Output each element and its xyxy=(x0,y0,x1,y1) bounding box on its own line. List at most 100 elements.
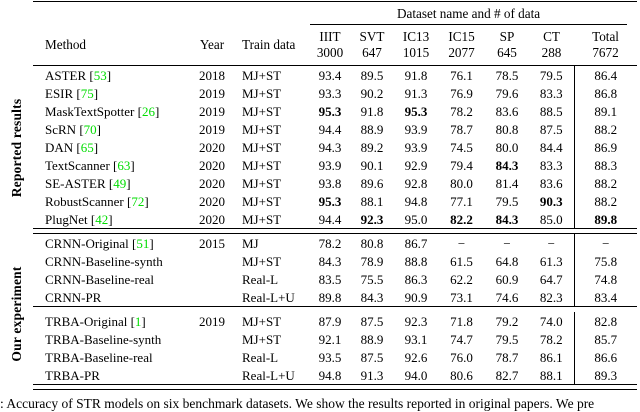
table-caption: : Accuracy of STR models on six benchmar… xyxy=(0,396,595,411)
value-cell: 95.3 xyxy=(318,103,342,119)
value-cell: 62.2 xyxy=(450,271,473,287)
value-cell: 93.9 xyxy=(318,157,342,173)
value-cell: 94.8 xyxy=(404,193,428,209)
total-value-cell: 86.8 xyxy=(573,84,638,102)
citation-link[interactable]: 63 xyxy=(117,157,131,173)
total-value-cell: 88.2 xyxy=(573,192,638,210)
value-cell: 93.5 xyxy=(318,349,342,365)
value-cell: 79.5 xyxy=(495,331,519,347)
train-data-cell: Real-L+U xyxy=(242,289,295,305)
citation-link[interactable]: 26 xyxy=(141,103,155,119)
citation-link[interactable]: 70 xyxy=(83,121,97,137)
citation-link[interactable]: 65 xyxy=(80,139,94,155)
table-row: ESIR [75] 2019 MJ+ST 93.3 90.2 91.3 76.9 79.6 83… xyxy=(33,84,638,102)
citation-link[interactable]: 53 xyxy=(93,67,107,83)
year-cell xyxy=(188,348,236,366)
value-cell: 78.7 xyxy=(495,349,519,365)
value-cell: 73.1 xyxy=(450,289,473,305)
total-value-cell: − xyxy=(573,233,638,252)
results-table: Dataset name and # of data Method Year T… xyxy=(33,1,638,390)
citation-link[interactable]: 42 xyxy=(95,211,109,227)
value-cell: 87.9 xyxy=(318,313,342,329)
value-cell: 78.2 xyxy=(539,331,563,347)
section-separator-rule xyxy=(33,228,638,234)
year-cell: 2015 xyxy=(199,235,225,251)
value-cell: 79.4 xyxy=(450,157,473,173)
method-cell: DAN [65] xyxy=(45,139,99,155)
year-cell: 2019 xyxy=(199,85,225,101)
value-cell: 90.3 xyxy=(539,193,563,209)
year-cell: 2019 xyxy=(199,121,225,137)
value-cell: 80.8 xyxy=(495,121,519,137)
value-cell: 64.7 xyxy=(539,271,563,287)
year-cell: 2020 xyxy=(199,175,225,191)
value-cell: 64.8 xyxy=(495,253,519,269)
year-cell: 2020 xyxy=(199,211,225,227)
citation-link[interactable]: 49 xyxy=(113,175,127,191)
value-cell: 80.0 xyxy=(495,139,519,155)
citation-link[interactable]: 75 xyxy=(80,85,94,101)
column-header-iiit: IIIT 3000 xyxy=(316,28,344,61)
table-row: TRBA-Original [1] 2019 MJ+ST 87.9 87.5 92.3 71… xyxy=(33,312,638,330)
table-row: CRNN-Baseline-real Real-L 83.5 75.5 86.3 62.2… xyxy=(33,270,638,288)
train-data-cell: MJ+ST xyxy=(242,103,282,119)
value-cell: 82.2 xyxy=(450,211,473,227)
value-cell: 71.8 xyxy=(450,313,473,329)
method-cell: TRBA-Original [1] xyxy=(45,313,146,329)
citation-link[interactable]: 51 xyxy=(136,235,150,251)
value-cell: 78.2 xyxy=(450,103,473,119)
method-cell: ESIR [75] xyxy=(45,85,99,101)
value-cell: 76.1 xyxy=(450,67,473,83)
year-cell xyxy=(188,366,236,385)
value-cell: 82.7 xyxy=(495,367,519,383)
value-cell: 61.5 xyxy=(450,253,473,269)
value-cell: 84.3 xyxy=(318,253,342,269)
train-data-cell: Real-L+U xyxy=(242,367,295,383)
table-row: TRBA-Baseline-real Real-L 93.5 87.5 92.6 76.0… xyxy=(33,348,638,366)
value-cell: 80.0 xyxy=(450,175,473,191)
separator-line xyxy=(33,306,638,312)
year-cell xyxy=(188,270,236,288)
total-value-cell: 89.3 xyxy=(573,366,638,385)
value-cell: 84.3 xyxy=(495,211,519,227)
value-cell: − xyxy=(503,235,511,251)
value-cell: 88.5 xyxy=(539,103,563,119)
value-cell: 94.8 xyxy=(318,367,342,383)
value-cell: 76.0 xyxy=(450,349,473,365)
value-cell: 78.7 xyxy=(450,121,473,137)
train-data-cell: MJ+ST xyxy=(242,139,282,155)
value-cell: 88.9 xyxy=(360,121,384,137)
train-data-cell: MJ+ST xyxy=(242,85,282,101)
method-cell: ASTER [53] xyxy=(45,67,112,83)
separator-line xyxy=(33,384,638,390)
column-header-year: Year xyxy=(199,37,225,53)
value-cell: 94.4 xyxy=(318,121,342,137)
table-row: TextScanner [63] 2020 MJ+ST 93.9 90.1 92.9 79.… xyxy=(33,156,638,174)
value-cell: 88.1 xyxy=(360,193,384,209)
value-cell: 89.2 xyxy=(360,139,384,155)
citation-link[interactable]: 1 xyxy=(134,313,142,329)
value-cell: 91.8 xyxy=(360,103,384,119)
table-row: ScRN [70] 2019 MJ+ST 94.4 88.9 93.9 78.7 80.8 87… xyxy=(33,120,638,138)
value-cell: 89.8 xyxy=(318,289,342,305)
method-cell: TRBA-Baseline-real xyxy=(45,349,153,365)
train-data-cell: MJ+ST xyxy=(242,175,282,191)
total-value-cell: 88.3 xyxy=(573,156,638,174)
table-row: CRNN-Original [51] 2015 MJ 78.2 80.8 86.7 − − − − xyxy=(33,233,638,252)
total-value-cell: 83.4 xyxy=(573,288,638,307)
value-cell: 94.0 xyxy=(404,367,428,383)
citation-link[interactable]: 72 xyxy=(131,193,145,209)
column-header-ct: CT 288 xyxy=(541,28,562,61)
train-data-cell: MJ+ST xyxy=(242,331,282,347)
value-cell: 61.3 xyxy=(539,253,563,269)
value-cell: 94.4 xyxy=(318,211,342,227)
value-cell: 93.3 xyxy=(318,85,342,101)
year-cell: 2018 xyxy=(199,67,225,83)
value-cell: 93.9 xyxy=(404,121,428,137)
year-cell: 2020 xyxy=(199,157,225,173)
table-row: PlugNet [42] 2020 MJ+ST 94.4 92.3 95.0 82.2 84.… xyxy=(33,210,638,229)
value-cell: 89.6 xyxy=(360,175,384,191)
total-value-cell: 86.9 xyxy=(573,138,638,156)
method-cell: MaskTextSpotter [26] xyxy=(45,103,160,119)
value-cell: 95.3 xyxy=(318,193,342,209)
